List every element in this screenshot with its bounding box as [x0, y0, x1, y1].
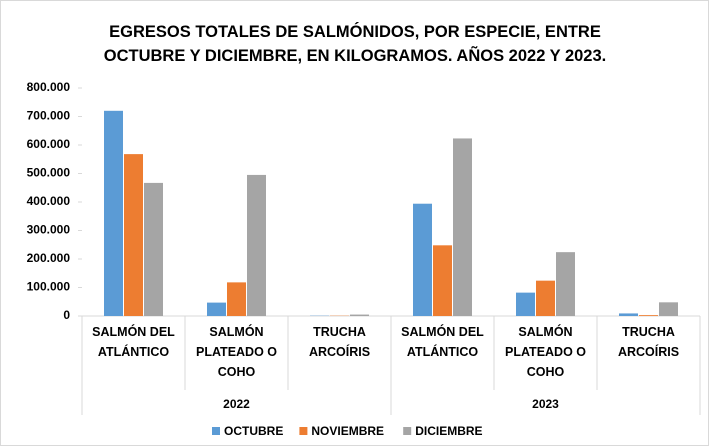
legend-swatch	[212, 427, 220, 435]
bar	[556, 252, 575, 316]
bar	[453, 138, 472, 316]
bar	[433, 245, 452, 316]
x-tick-label: TRUCHA ARCOÍRIS	[308, 325, 371, 359]
y-tick-label: 700.000	[27, 109, 71, 123]
y-tick-label: 500.000	[27, 166, 71, 180]
legend-swatch	[403, 427, 412, 435]
bar	[104, 110, 123, 316]
y-tick-label: 800.000	[27, 80, 71, 94]
bar	[639, 315, 658, 316]
y-tick-label: 200.000	[27, 251, 71, 265]
bar	[413, 203, 432, 316]
legend-label: DICIEMBRE	[415, 424, 482, 438]
x-tick-label: TRUCHA ARCOÍRIS	[617, 325, 680, 359]
y-tick-label: 600.000	[27, 137, 71, 151]
bar	[247, 174, 266, 316]
bar	[227, 282, 246, 316]
group-label: 2022	[223, 397, 250, 411]
y-tick-label: 100.000	[27, 280, 71, 294]
bar	[516, 292, 535, 316]
bar	[144, 182, 163, 316]
group-label: 2023	[532, 397, 559, 411]
bar	[350, 314, 369, 316]
bar	[659, 302, 678, 316]
legend-label: OCTUBRE	[224, 424, 283, 438]
y-tick-label: 300.000	[27, 223, 71, 237]
x-tick-label: SALMÓN DEL ATLÁNTICO	[401, 325, 484, 359]
legend-label: NOVIEMBRE	[311, 424, 384, 438]
legend-swatch	[299, 427, 308, 435]
chart-title: EGRESOS TOTALES DE SALMÓNIDOS, POR ESPEC…	[103, 23, 607, 65]
bar	[536, 280, 555, 316]
bar	[124, 154, 143, 316]
bar	[619, 313, 638, 316]
x-tick-label: SALMÓN DEL ATLÁNTICO	[92, 325, 175, 359]
y-tick-label: 400.000	[27, 194, 71, 208]
bar	[207, 302, 226, 316]
x-tick-label: SALMÓN PLATEADO O COHO	[195, 325, 278, 379]
y-tick-label: 0	[63, 308, 70, 322]
x-tick-label: SALMÓN PLATEADO O COHO	[504, 325, 587, 379]
